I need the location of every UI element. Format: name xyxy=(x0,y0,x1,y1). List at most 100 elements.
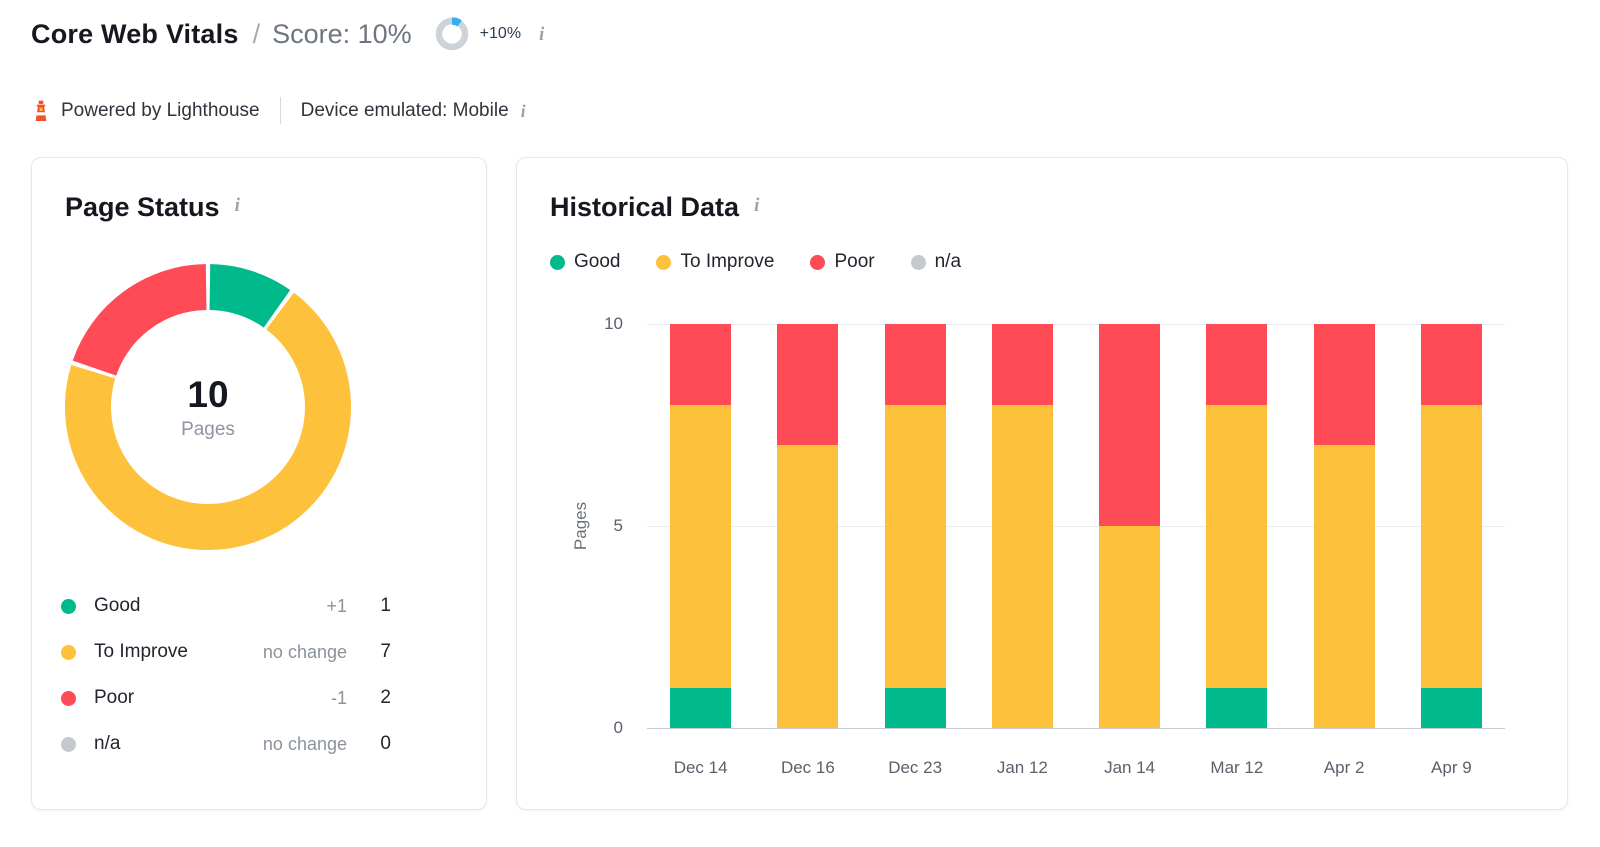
hist-column-dec-23 xyxy=(862,324,969,728)
gridline-0 xyxy=(647,728,1505,729)
bar-segment-jan-12-to-improve xyxy=(991,404,1053,728)
bar-segment-dec-23-poor xyxy=(884,324,946,405)
meta-row: Powered by Lighthouse Device emulated: M… xyxy=(31,97,526,124)
bar-segment-jan-12-poor xyxy=(991,324,1053,405)
info-icon[interactable]: i xyxy=(754,195,760,216)
y-tick-5: 5 xyxy=(613,516,623,535)
bar-segment-mar-12-poor xyxy=(1206,324,1268,405)
powered-by-label: Powered by Lighthouse xyxy=(61,99,260,121)
score-change-badge: +10% xyxy=(479,25,522,42)
hist-column-apr-2 xyxy=(1291,324,1398,728)
score-label: Score: 10% xyxy=(272,18,412,49)
legend-label: To Improve xyxy=(680,251,775,272)
historical-legend-item-poor[interactable]: Poor xyxy=(810,251,875,273)
page-status-legend-row-to-improve[interactable]: To Improve no change 7 xyxy=(61,641,391,663)
stacked-bar-apr-9 xyxy=(1420,324,1482,728)
bar-segment-apr-9-poor xyxy=(1420,324,1482,405)
historical-data-card: Historical Data i Good To Improve Poor n/a … xyxy=(516,157,1568,810)
x-label-apr-9: Apr 9 xyxy=(1431,758,1472,777)
stacked-bar-apr-2 xyxy=(1313,324,1375,728)
legend-dot-poor xyxy=(61,690,76,706)
legend-label: Poor xyxy=(834,251,875,272)
stacked-bar-dec-14 xyxy=(670,324,732,728)
historical-data-title: Historical Data xyxy=(550,192,740,222)
bar-segment-mar-12-good xyxy=(1206,687,1268,728)
page-status-title: Page Status xyxy=(65,192,220,222)
bar-segment-jan-14-poor xyxy=(1099,324,1161,526)
bar-segment-dec-23-to-improve xyxy=(884,404,946,688)
historical-legend-item-to-improve[interactable]: To Improve xyxy=(656,251,774,273)
legend-label: n/a xyxy=(94,733,121,754)
page-status-legend-row-poor[interactable]: Poor -1 2 xyxy=(61,687,391,709)
page-status-card: Page Status i 10 Pages Good +1 1 To Improve… xyxy=(31,157,487,810)
y-tick-0: 0 xyxy=(613,718,623,737)
score-arc xyxy=(451,17,462,27)
meta-divider xyxy=(279,97,281,124)
hist-column-mar-12 xyxy=(1183,324,1290,728)
donut-segment-good xyxy=(208,264,291,329)
legend-change: no change xyxy=(262,641,347,662)
legend-value: 1 xyxy=(380,595,391,616)
y-tick-10: 10 xyxy=(604,314,623,333)
info-icon[interactable]: i xyxy=(539,23,545,45)
title-separator: / xyxy=(252,18,261,49)
page-status-legend-row-good[interactable]: Good +1 1 xyxy=(61,595,391,617)
legend-dot-to-improve xyxy=(61,644,76,660)
historical-bar-chart xyxy=(647,324,1505,728)
hist-column-jan-14 xyxy=(1076,324,1183,728)
legend-dot-good xyxy=(550,254,565,270)
stacked-bar-dec-16 xyxy=(777,324,839,728)
bar-segment-apr-9-good xyxy=(1420,687,1482,728)
bar-segment-jan-14-to-improve xyxy=(1099,526,1161,728)
donut-segment-poor xyxy=(72,264,208,377)
legend-dot-n-a xyxy=(61,736,76,752)
hist-column-jan-12 xyxy=(969,324,1076,728)
hist-column-dec-16 xyxy=(754,324,861,728)
legend-value: 0 xyxy=(380,733,391,754)
stacked-bar-jan-14 xyxy=(1099,324,1161,728)
gridline-10 xyxy=(647,324,1505,325)
bar-segment-mar-12-to-improve xyxy=(1206,404,1268,688)
page-header: Core Web Vitals / Score: 10% +10% i xyxy=(31,16,544,52)
historical-legend-item-good[interactable]: Good xyxy=(550,251,620,273)
historical-legend: Good To Improve Poor n/a xyxy=(550,251,961,273)
legend-change: no change xyxy=(262,733,347,754)
gridline-5 xyxy=(647,526,1505,527)
x-label-dec-23: Dec 23 xyxy=(888,758,943,777)
info-icon[interactable]: i xyxy=(234,195,240,216)
bar-segment-apr-2-poor xyxy=(1313,324,1375,446)
x-label-dec-14: Dec 14 xyxy=(673,758,728,777)
hist-column-dec-14 xyxy=(647,324,754,728)
page-status-legend: Good +1 1 To Improve no change 7 Poor -1 2 n/a no … xyxy=(61,595,391,755)
historical-legend-item-n-a[interactable]: n/a xyxy=(910,251,962,273)
legend-dot-poor xyxy=(810,254,826,270)
legend-change: +1 xyxy=(326,595,347,616)
legend-label: To Improve xyxy=(94,641,188,662)
legend-change: -1 xyxy=(330,687,347,708)
x-label-jan-12: Jan 12 xyxy=(996,758,1048,777)
device-emulated-label: Device emulated: Mobile xyxy=(300,99,509,121)
x-label-jan-14: Jan 14 xyxy=(1104,758,1156,777)
x-label-dec-16: Dec 16 xyxy=(780,758,835,777)
bar-segment-dec-14-to-improve xyxy=(670,404,732,688)
info-icon[interactable]: i xyxy=(520,100,526,121)
stacked-bar-mar-12 xyxy=(1206,324,1268,728)
donut-segment-to-improve xyxy=(65,292,351,550)
bar-segment-dec-16-to-improve xyxy=(777,445,839,728)
bar-segment-apr-2-to-improve xyxy=(1313,445,1375,728)
legend-dot-to-improve xyxy=(656,254,672,270)
page-status-legend-row-n-a[interactable]: n/a no change 0 xyxy=(61,733,391,755)
legend-value: 2 xyxy=(380,687,391,708)
x-label-mar-12: Mar 12 xyxy=(1210,758,1264,777)
page-title: Core Web Vitals xyxy=(31,18,239,49)
stacked-bar-jan-12 xyxy=(991,324,1053,728)
bar-segment-apr-9-to-improve xyxy=(1420,404,1482,688)
lighthouse-icon xyxy=(31,99,51,123)
page-status-donut-chart: 10 Pages xyxy=(63,262,353,552)
legend-label: n/a xyxy=(934,251,962,272)
legend-dot-good xyxy=(61,598,76,614)
legend-label: Good xyxy=(574,251,621,272)
x-label-apr-2: Apr 2 xyxy=(1323,758,1365,777)
x-axis-labels: Dec 14 Dec 16 Dec 23 Jan 12 Jan 14 Mar 12 Apr … xyxy=(647,758,1505,778)
legend-label: Poor xyxy=(94,687,135,708)
